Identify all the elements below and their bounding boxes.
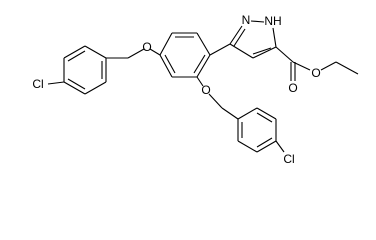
atom-label: O	[311, 66, 320, 80]
atom-label: O	[142, 40, 151, 54]
page: O O N NH O O Cl Cl (() => { const data =…	[32, 13, 359, 166]
atom-label: NH	[264, 14, 281, 28]
atom-label: N	[242, 13, 251, 27]
atom-label: O	[201, 83, 210, 97]
atom-label: O	[288, 81, 297, 95]
atom-label: Cl	[283, 152, 294, 166]
molecule: O O N NH O O Cl Cl	[32, 13, 359, 166]
bonds	[47, 20, 359, 153]
atom-labels: O O N NH O O Cl Cl	[32, 13, 320, 166]
atom-label: Cl	[32, 77, 43, 91]
